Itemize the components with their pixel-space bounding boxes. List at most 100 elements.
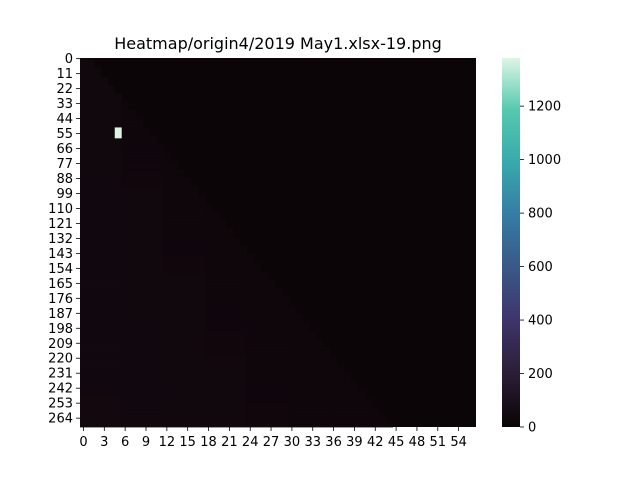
heatmap-cell [163, 324, 206, 327]
heatmap-cell [121, 367, 164, 369]
heatmap-cell [80, 226, 123, 229]
heatmap-cell [330, 398, 373, 401]
heatmap-cell [330, 402, 373, 405]
heatmap-cell [205, 353, 248, 356]
heatmap-cell [288, 356, 331, 358]
heatmap-cell [121, 171, 164, 173]
colorbar-tick-label: 0 [528, 421, 536, 436]
heatmap-cell [80, 349, 123, 352]
heatmap-cell [121, 357, 164, 360]
heatmap-cell [80, 328, 123, 331]
heatmap-cell [205, 387, 248, 390]
heatmap-cell [80, 352, 123, 354]
heatmap-cell [163, 185, 199, 188]
heatmap-cell [163, 192, 199, 195]
heatmap-cell [163, 364, 206, 367]
y-tick-label: 77 [56, 157, 73, 172]
heatmap-cell [163, 414, 206, 417]
heatmap-cell [121, 372, 164, 375]
heatmap-cell [80, 304, 123, 307]
heatmap-cell [80, 109, 123, 112]
heatmap-cell [288, 354, 331, 357]
heatmap-cell [205, 289, 248, 292]
heatmap-cell [163, 405, 206, 407]
heatmap-cell [330, 380, 359, 383]
heatmap-cell [80, 367, 123, 369]
heatmap-cell [288, 326, 310, 328]
heatmap-cell [288, 425, 331, 428]
heatmap-cell [121, 203, 164, 206]
heatmap-cell [121, 345, 164, 348]
heatmap-cell [80, 350, 123, 353]
heatmap-cell [246, 342, 289, 345]
heatmap-cell [163, 256, 206, 259]
heatmap-cell [80, 104, 123, 107]
heatmap-cell [246, 425, 289, 428]
heatmap-cell [163, 386, 206, 388]
heatmap-cell [80, 63, 95, 66]
heatmap-cell [288, 421, 331, 424]
heatmap-cell [246, 358, 289, 361]
heatmap-cell [80, 254, 123, 256]
heatmap-cell [246, 401, 289, 403]
heatmap-cell [121, 228, 164, 230]
heatmap-cell [205, 299, 248, 301]
heatmap-cell [330, 356, 338, 358]
heatmap-cell [80, 166, 123, 169]
heatmap-cell [121, 350, 164, 353]
heatmap-cell [121, 413, 164, 416]
heatmap-cell [163, 279, 206, 282]
heatmap-cell [205, 394, 248, 397]
heatmap-cell [121, 211, 164, 214]
heatmap-cell [288, 307, 296, 309]
heatmap-cell [80, 75, 102, 78]
heatmap-cell [163, 368, 206, 371]
heatmap-cell [205, 222, 227, 225]
colorbar-tick-label: 600 [528, 260, 553, 275]
heatmap-cell [371, 414, 387, 417]
heatmap-cell [205, 252, 248, 255]
heatmap-cell [246, 258, 255, 260]
heatmap-cell [80, 108, 123, 111]
y-tick-label: 132 [48, 232, 73, 247]
heatmap-cell [80, 262, 123, 264]
heatmap-cell [121, 161, 164, 164]
heatmap-cell [163, 397, 206, 399]
heatmap-cell [288, 405, 331, 407]
heatmap-cell [246, 343, 289, 346]
heatmap-hotspot-cell [114, 127, 122, 139]
heatmap-cell [163, 225, 206, 228]
heatmap-cell [80, 192, 123, 195]
heatmap-cell [80, 413, 123, 416]
heatmap-cell [80, 164, 123, 166]
heatmap-cell [121, 293, 164, 296]
heatmap-cell [163, 157, 171, 160]
heatmap-cell [205, 304, 248, 307]
heatmap-cell [330, 379, 352, 382]
heatmap-cell [205, 397, 248, 399]
heatmap-cell [80, 185, 123, 188]
heatmap-cell [288, 373, 331, 376]
heatmap-cell [80, 260, 123, 263]
heatmap-cell [163, 416, 206, 418]
x-tick-label: 42 [367, 435, 384, 450]
heatmap-cell [80, 269, 123, 271]
heatmap-cell [246, 376, 289, 379]
heatmap-cell [246, 315, 289, 318]
heatmap-cell [80, 190, 123, 192]
heatmap-cell [121, 395, 164, 398]
heatmap-cell [121, 315, 164, 318]
heatmap-cell [121, 239, 164, 241]
heatmap-cell [163, 402, 206, 405]
heatmap-cell [121, 202, 164, 205]
heatmap-cell [330, 414, 373, 417]
heatmap-cell [121, 116, 136, 119]
heatmap-cell [246, 279, 275, 282]
heatmap-cell [246, 364, 289, 367]
heatmap-cell [330, 416, 373, 418]
heatmap-cell [121, 281, 164, 284]
heatmap-cell [80, 147, 123, 150]
heatmap-cell [246, 333, 289, 335]
heatmap-cell [80, 221, 123, 224]
heatmap-cell [205, 248, 248, 251]
